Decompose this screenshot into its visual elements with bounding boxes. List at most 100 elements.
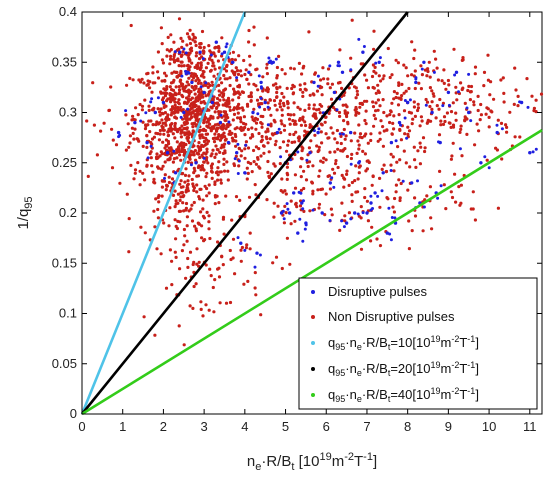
non-disruptive-point — [228, 83, 232, 88]
non-disruptive-point — [247, 28, 251, 33]
non-disruptive-point — [151, 81, 155, 85]
non-disruptive-point — [214, 45, 218, 49]
non-disruptive-point — [166, 133, 171, 137]
non-disruptive-point — [275, 90, 279, 95]
non-disruptive-point — [421, 229, 425, 233]
non-disruptive-point — [266, 141, 270, 145]
non-disruptive-point — [441, 101, 445, 105]
disruptive-point — [178, 50, 182, 54]
non-disruptive-point — [496, 206, 500, 210]
non-disruptive-point — [478, 118, 482, 122]
non-disruptive-point — [262, 151, 266, 155]
non-disruptive-point — [192, 284, 196, 289]
disruptive-point — [231, 60, 235, 64]
non-disruptive-point — [353, 179, 357, 183]
non-disruptive-point — [265, 36, 269, 40]
non-disruptive-point — [206, 120, 210, 124]
non-disruptive-point — [344, 134, 348, 138]
y-tick-label: 0.2 — [59, 205, 77, 220]
non-disruptive-point — [396, 145, 400, 149]
non-disruptive-point — [161, 140, 165, 144]
disruptive-point — [317, 127, 321, 131]
x-tick-label: 2 — [160, 419, 167, 434]
non-disruptive-point — [132, 137, 136, 141]
non-disruptive-point — [124, 148, 128, 152]
non-disruptive-point — [235, 69, 240, 73]
non-disruptive-point — [484, 112, 488, 116]
non-disruptive-point — [502, 100, 506, 104]
non-disruptive-point — [350, 18, 354, 22]
non-disruptive-point — [192, 200, 196, 205]
non-disruptive-point — [149, 141, 153, 145]
non-disruptive-point — [286, 139, 291, 143]
non-disruptive-point — [374, 109, 378, 113]
non-disruptive-point — [263, 107, 267, 112]
non-disruptive-point — [482, 70, 487, 74]
disruptive-point — [227, 120, 231, 124]
non-disruptive-point — [220, 143, 224, 147]
disruptive-point — [410, 181, 414, 185]
non-disruptive-point — [215, 147, 219, 152]
non-disruptive-point — [183, 100, 187, 104]
non-disruptive-point — [145, 72, 149, 76]
non-disruptive-point — [171, 88, 176, 92]
reference-lines — [80, 11, 543, 416]
non-disruptive-point — [377, 90, 381, 95]
non-disruptive-point — [285, 177, 289, 181]
non-disruptive-point — [336, 165, 340, 170]
non-disruptive-point — [176, 127, 180, 132]
non-disruptive-point — [230, 69, 234, 73]
non-disruptive-point — [118, 181, 122, 185]
non-disruptive-point — [302, 186, 306, 191]
non-disruptive-point — [173, 250, 177, 254]
non-disruptive-point — [354, 190, 358, 194]
disruptive-point — [225, 42, 229, 46]
disruptive-point — [389, 140, 394, 145]
non-disruptive-point — [473, 65, 478, 69]
non-disruptive-point — [223, 169, 227, 173]
non-disruptive-point — [466, 88, 470, 93]
non-disruptive-point — [174, 199, 178, 203]
non-disruptive-point — [291, 119, 295, 123]
disruptive-point — [336, 60, 341, 64]
non-disruptive-point — [191, 85, 195, 89]
non-disruptive-point — [183, 115, 187, 119]
non-disruptive-point — [145, 145, 149, 149]
non-disruptive-point — [364, 122, 368, 126]
non-disruptive-point — [186, 160, 190, 164]
non-disruptive-point — [209, 105, 213, 109]
disruptive-point — [422, 60, 426, 64]
non-disruptive-point — [168, 49, 172, 53]
non-disruptive-point — [183, 86, 187, 90]
x-tick-label: 0 — [78, 419, 85, 434]
non-disruptive-point — [376, 98, 380, 102]
non-disruptive-point — [143, 178, 147, 182]
non-disruptive-point — [152, 180, 156, 184]
non-disruptive-point — [370, 183, 374, 187]
non-disruptive-point — [135, 137, 139, 141]
non-disruptive-point — [210, 176, 214, 180]
disruptive-point — [173, 50, 177, 54]
non-disruptive-point — [261, 114, 265, 119]
non-disruptive-point — [353, 131, 357, 135]
non-disruptive-point — [317, 174, 321, 178]
non-disruptive-point — [234, 195, 239, 199]
non-disruptive-point — [427, 60, 431, 64]
disruptive-point — [243, 171, 247, 175]
non-disruptive-point — [217, 275, 222, 279]
non-disruptive-point — [110, 127, 114, 131]
y-tick-label: 0 — [70, 406, 77, 421]
non-disruptive-point — [243, 133, 247, 137]
non-disruptive-point — [175, 75, 179, 79]
non-disruptive-point — [231, 118, 235, 122]
non-disruptive-point — [169, 57, 173, 61]
non-disruptive-point — [371, 105, 376, 109]
non-disruptive-point — [482, 84, 486, 88]
disruptive-point — [214, 40, 218, 44]
non-disruptive-point — [204, 136, 208, 140]
non-disruptive-point — [216, 101, 220, 105]
disruptive-point — [163, 176, 166, 180]
disruptive-point — [149, 144, 153, 148]
non-disruptive-point — [170, 259, 174, 263]
